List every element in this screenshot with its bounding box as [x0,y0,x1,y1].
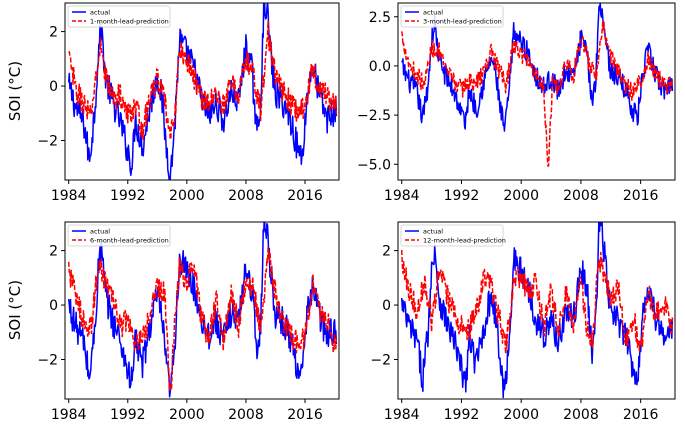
legend-label: actual [423,9,443,17]
panels-layer: 1984 1992 2000 2008 2016−202actual1-month-le… [37,2,676,423]
y-tick-label: −5.0 [357,157,391,173]
legend-label: actual [423,228,443,236]
x-tick-label: 2008 [228,188,264,204]
axes-frame [64,221,340,400]
x-tick-label: 1984 [51,407,87,423]
y-tick-label: 0 [49,298,58,314]
legend-label: actual [90,9,110,17]
legend-box [67,5,171,28]
legend-label: actual [90,228,110,236]
panel-3: 1984 1992 2000 2008 2016 −2 0 2 actual6-month-le… [37,221,340,423]
panel-4: 1984 1992 2000 2008 2016 −2 0 2 actual12-month-l… [370,221,676,423]
x-tick-label: 2000 [503,188,539,204]
x-tick-label: 1992 [444,188,480,204]
x-tick-label: 1984 [51,188,87,204]
prediction-line [67,246,338,391]
x-tick-label: 2016 [287,188,323,204]
y-tick-label: 2.5 [369,10,391,26]
ylabel-bottom: SOI (°C) [6,280,24,340]
legend-box [67,224,171,247]
legend-label: 12-month-lead-prediction [423,237,506,245]
prediction-line [400,249,674,355]
axes-frame [397,221,676,400]
legend-label: 3-month-lead-prediction [423,18,502,26]
legend-box [400,5,504,28]
y-tick-label: 0 [382,298,391,314]
axes-frame [64,2,340,181]
x-tick-label: 2008 [563,407,599,423]
x-tick-label: 1992 [110,188,146,204]
x-tick-label: 1984 [384,407,420,423]
x-tick-label: 2016 [623,407,659,423]
y-tick-label: −2 [37,134,58,150]
x-tick-label: 2008 [228,407,264,423]
legend-box [400,224,504,247]
legend-label: 6-month-lead-prediction [90,237,169,245]
y-tick-label: −2 [37,353,58,369]
prediction-line [400,20,674,167]
x-tick-label: 2008 [563,188,599,204]
y-tick-label: −2.5 [357,108,391,124]
series-group [67,222,338,398]
x-tick-label: 2000 [169,407,205,423]
legend-label: 1-month-lead-prediction [90,18,169,26]
x-tick-label: 1992 [110,407,146,423]
x-tick-label: 2016 [623,188,659,204]
axes-frame [397,2,676,181]
series-group [400,222,674,399]
panel-2: 1984 1992 2000 2008 2016 −5.0 −2.5 0.0 2.5 actual… [357,2,676,204]
x-tick-label: 2000 [169,188,205,204]
y-tick-label: 2 [49,244,58,260]
ylabel-top: SOI (°C) [6,61,24,121]
x-tick-label: 2016 [287,407,323,423]
x-tick-label: 1992 [444,407,480,423]
y-tick-label: 0.0 [369,59,391,75]
y-tick-label: 2 [382,244,391,260]
y-tick-label: 0 [49,79,58,95]
y-tick-label: −2 [370,353,391,369]
x-tick-label: 2000 [503,407,539,423]
series-group [67,3,338,180]
panel-1: 1984 1992 2000 2008 2016 −2 0 2 actual1-month-le… [37,2,340,204]
series-group [400,3,674,167]
y-tick-label: 2 [49,25,58,41]
x-tick-label: 1984 [384,188,420,204]
prediction-line [68,20,338,141]
